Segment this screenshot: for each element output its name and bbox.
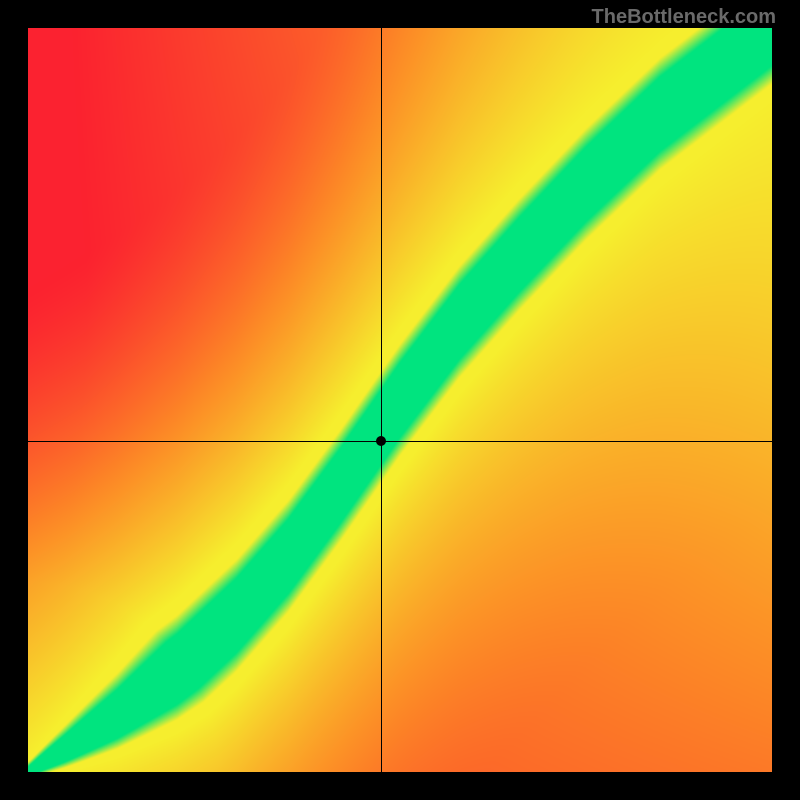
watermark-text: TheBottleneck.com <box>592 6 776 29</box>
crosshair-horizontal <box>28 441 772 442</box>
heatmap-canvas <box>28 28 772 772</box>
marker-point <box>376 436 386 446</box>
chart-container: TheBottleneck.com <box>0 0 800 800</box>
chart-frame <box>0 0 800 800</box>
crosshair-vertical <box>381 28 382 772</box>
